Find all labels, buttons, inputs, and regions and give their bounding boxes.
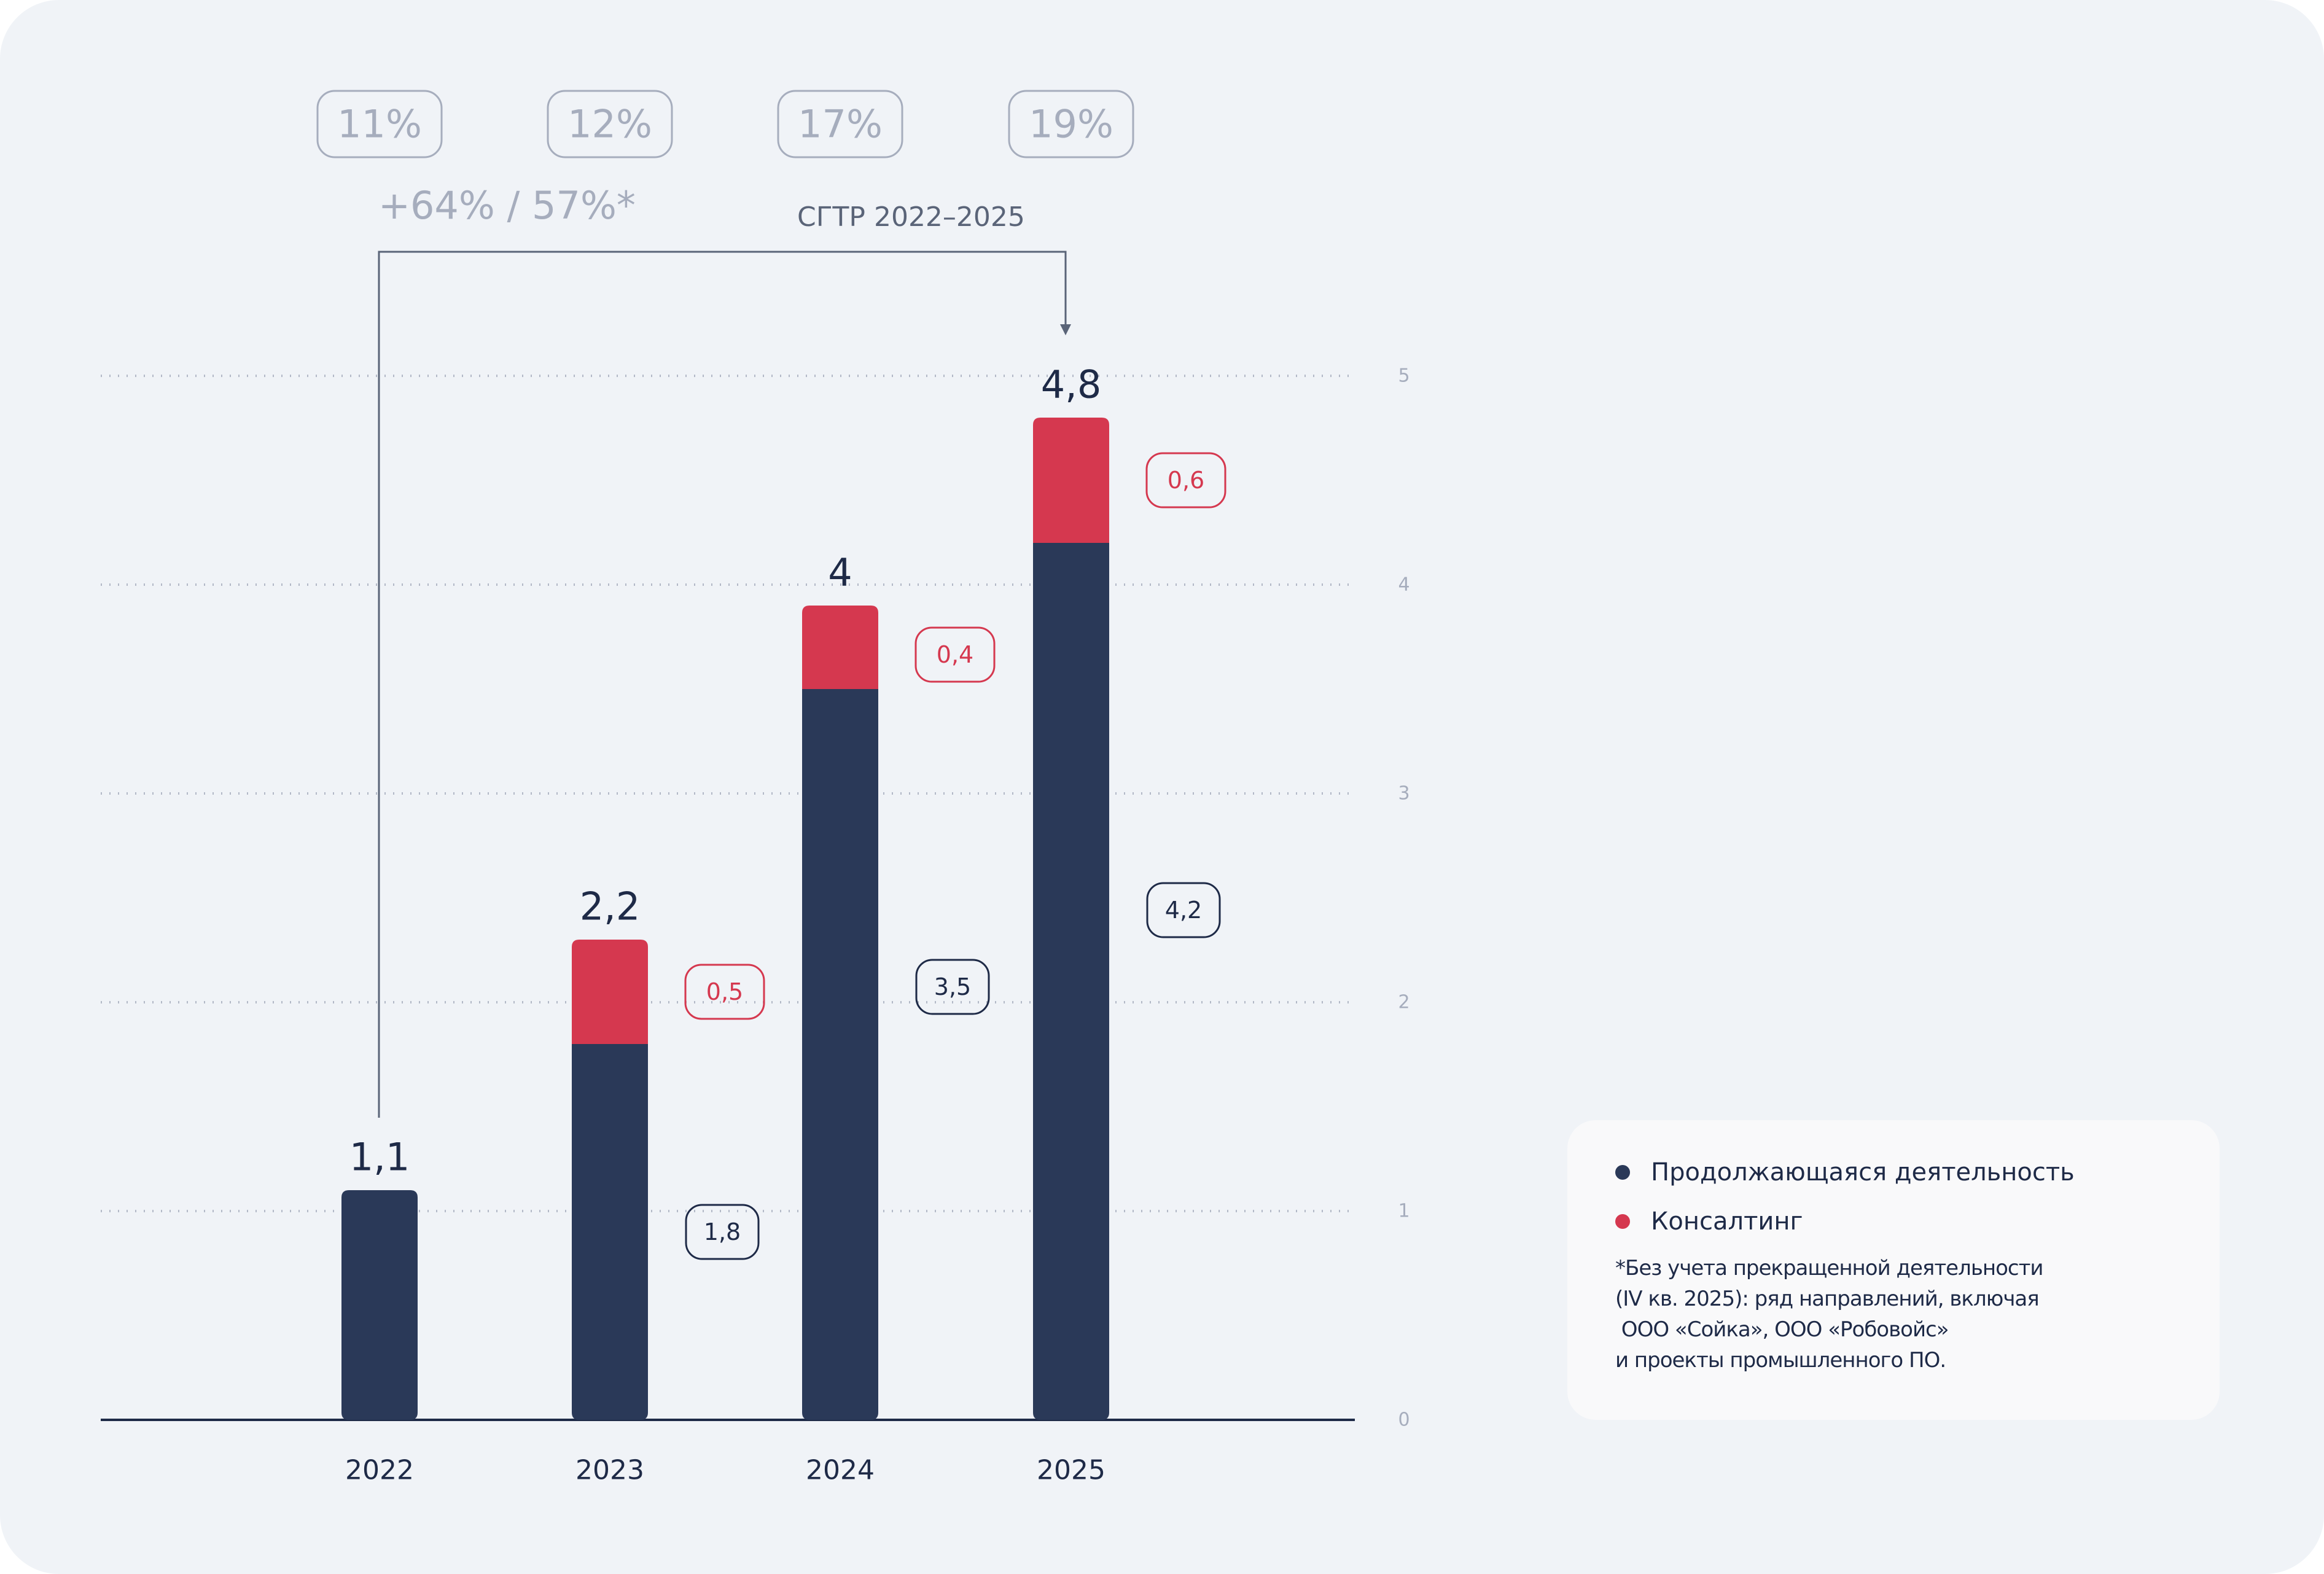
legend-swatch-consulting xyxy=(1615,1214,1630,1229)
segment-value-pill-continuing-text: 3,5 xyxy=(934,973,971,1000)
bar-segment-consulting xyxy=(802,606,878,689)
legend-label-continuing: Продолжающаяся деятельность xyxy=(1651,1158,2075,1186)
bar-total-label: 1,1 xyxy=(349,1135,410,1180)
footnote-line: *Без учета прекращенной деятельности xyxy=(1615,1256,2044,1280)
share-pill-text: 12% xyxy=(567,102,652,147)
y-tick-label: 5 xyxy=(1398,365,1410,387)
segment-value-pill-continuing-border xyxy=(685,1204,760,1260)
x-tick-label: 2025 xyxy=(1037,1455,1105,1486)
share-pill-border xyxy=(316,90,443,158)
x-tick-label: 2023 xyxy=(575,1455,644,1486)
legend-swatch-continuing xyxy=(1615,1165,1630,1180)
legend-label-consulting: Консалтинг xyxy=(1651,1207,1803,1236)
share-pill-border xyxy=(777,90,903,158)
share-pill-border xyxy=(547,90,673,158)
segment-value-pill-consulting-text: 0,5 xyxy=(706,978,743,1005)
cagr-label: CГТР 2022–2025 xyxy=(797,201,1025,233)
footnote-line: ООО «Сойка», ООО «Робовойс» xyxy=(1615,1317,1949,1342)
bar-total-label: 4 xyxy=(828,550,852,595)
segment-value-pill-continuing-border xyxy=(915,959,990,1015)
footnote: *Без учета прекращенной деятельности (IV… xyxy=(1615,1253,2220,1376)
x-tick-label: 2024 xyxy=(806,1455,875,1486)
cagr-value: +64% / 57%* xyxy=(378,183,636,228)
segment-value-pill-consulting-text: 0,6 xyxy=(1168,467,1204,494)
y-tick-label: 2 xyxy=(1398,992,1410,1013)
share-pill-text: 11% xyxy=(337,102,422,147)
bar-segment-consulting xyxy=(572,940,648,1044)
bar-segment-continuing xyxy=(1033,543,1109,1420)
legend-item-consulting: Консалтинг xyxy=(1615,1204,2220,1239)
segment-value-pill-continuing-border xyxy=(1146,882,1221,938)
footnote-line: и проекты промышленного ПО. xyxy=(1615,1348,1946,1373)
bar-segment-continuing xyxy=(572,1044,648,1420)
segment-value-pill-continuing-text: 1,8 xyxy=(704,1218,741,1245)
y-tick-label: 0 xyxy=(1398,1409,1410,1431)
segment-value-pill-continuing-text: 4,2 xyxy=(1165,897,1202,924)
y-tick-label: 1 xyxy=(1398,1201,1410,1222)
segment-value-pill-consulting-border xyxy=(1145,452,1226,508)
share-pill-text: 17% xyxy=(798,102,883,147)
cagr-bracket-line xyxy=(378,251,1067,1118)
bar-segment-continuing xyxy=(341,1190,418,1420)
segment-value-pill-consulting-border xyxy=(684,964,765,1020)
legend-panel: Продолжающаяся деятельность Консалтинг *… xyxy=(1567,1120,2220,1420)
y-tick-label: 3 xyxy=(1398,783,1410,805)
bar-segment-continuing xyxy=(802,689,878,1420)
segment-value-pill-consulting-text: 0,4 xyxy=(937,641,973,668)
bar-total-label: 2,2 xyxy=(580,884,641,929)
x-tick-label: 2022 xyxy=(345,1455,414,1486)
legend-item-continuing: Продолжающаяся деятельность xyxy=(1615,1155,2220,1190)
y-tick-label: 4 xyxy=(1398,574,1410,596)
footnote-line: (IV кв. 2025): ряд направлений, включая xyxy=(1615,1287,2040,1311)
share-pill-text: 19% xyxy=(1029,102,1113,147)
bar-segment-consulting xyxy=(1033,418,1109,543)
cagr-arrow-head xyxy=(1060,324,1071,335)
segment-value-pill-consulting-border xyxy=(914,626,996,683)
bar-total-label: 4,8 xyxy=(1041,362,1102,407)
share-pill-border xyxy=(1008,90,1134,158)
